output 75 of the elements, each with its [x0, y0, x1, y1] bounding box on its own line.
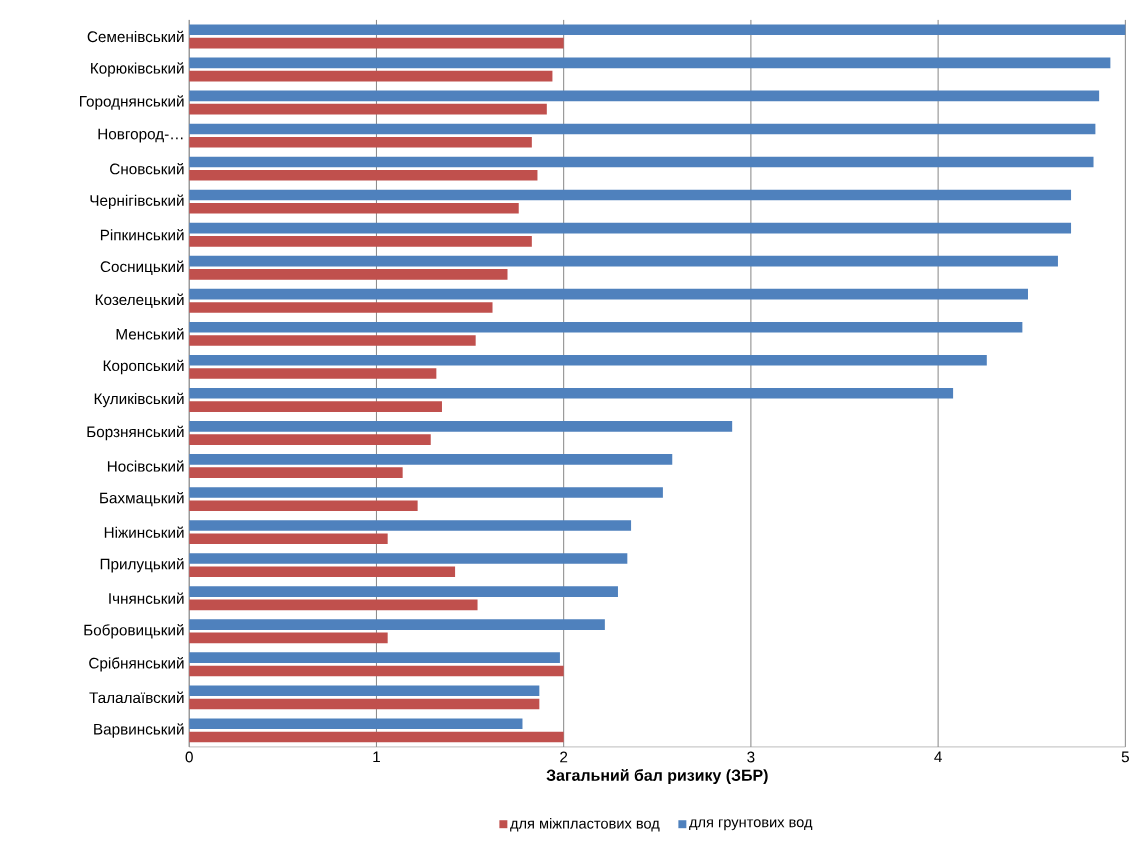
bar — [189, 255, 1058, 267]
bar — [189, 619, 605, 630]
y-tick-label: Бобровицький — [84, 623, 184, 639]
y-tick-label: Ніжинський — [104, 526, 184, 538]
bar — [189, 698, 540, 710]
bar — [189, 367, 437, 379]
x-tick-label: 3 — [747, 751, 755, 763]
bar — [189, 401, 442, 412]
x-axis-title: Загальний бал ризику (ЗБР) — [546, 768, 768, 784]
y-tick-label: Коропський — [103, 359, 184, 374]
bar — [189, 136, 532, 148]
y-tick-label: Городнянський — [80, 95, 184, 110]
y-tick-label: Корюківський — [91, 62, 184, 77]
bar — [189, 57, 1111, 68]
bar — [189, 70, 553, 82]
y-tick-label: Козелецький — [95, 293, 184, 308]
bar — [189, 632, 388, 643]
bar — [189, 24, 1126, 35]
y-tick-label: Новгород-… — [98, 128, 183, 143]
y-tick-label: Прилуцький — [100, 557, 184, 573]
bar — [189, 222, 1072, 234]
bar — [189, 321, 1023, 333]
bar — [189, 90, 1100, 101]
bar — [189, 500, 418, 511]
bar — [189, 665, 564, 677]
y-tick-label: Чернігівський — [90, 194, 184, 209]
y-tick-label: Варвинський — [94, 722, 184, 738]
bar — [189, 387, 954, 399]
bar — [189, 37, 564, 49]
legend-label: для міжпластових вод — [510, 817, 660, 832]
y-tick-label: Сосницький — [100, 260, 184, 275]
y-tick-label: Куликівський — [94, 392, 184, 407]
bar — [189, 519, 632, 531]
bar — [189, 189, 1072, 201]
x-tick-label: 0 — [185, 751, 193, 763]
bar — [189, 434, 431, 445]
bar — [189, 235, 532, 247]
bar — [189, 334, 476, 346]
x-tick-label: 2 — [560, 751, 568, 763]
x-tick-label: 5 — [1121, 751, 1129, 763]
bar — [189, 586, 618, 597]
y-tick-label: Менський — [116, 327, 184, 340]
bar — [189, 169, 538, 181]
bar — [189, 652, 560, 663]
bar — [189, 123, 1096, 135]
y-tick-label: Борзнянський — [87, 425, 184, 440]
bar — [189, 156, 1094, 168]
bar — [189, 268, 508, 280]
bar — [189, 420, 733, 432]
bar — [189, 354, 987, 366]
y-tick-label: Ріпкинський — [100, 228, 184, 241]
bar — [189, 685, 540, 696]
bar — [189, 486, 663, 498]
y-tick-label: Ічнянський — [109, 592, 184, 604]
bar — [189, 288, 1028, 300]
bar — [189, 533, 388, 544]
bar — [189, 453, 673, 465]
bar — [189, 566, 456, 577]
y-tick-label: Талалаївский — [89, 691, 184, 703]
bar — [189, 467, 403, 478]
y-tick-label: Носівський — [107, 460, 184, 472]
y-tick-label: Сновський — [110, 162, 184, 175]
bar — [189, 599, 478, 610]
bar — [189, 301, 493, 313]
y-tick-label: Срібнянський — [89, 656, 184, 672]
y-tick-label: Бахмацький — [100, 491, 184, 507]
x-tick-label: 1 — [373, 751, 380, 762]
bar — [189, 731, 564, 743]
x-tick-label: 4 — [934, 751, 942, 762]
bar — [189, 103, 547, 115]
bar — [189, 718, 523, 729]
y-tick-label: Семенівський — [87, 30, 184, 42]
bar — [189, 202, 519, 214]
legend-label: для грунтових вод — [689, 819, 813, 830]
bar — [189, 552, 628, 564]
